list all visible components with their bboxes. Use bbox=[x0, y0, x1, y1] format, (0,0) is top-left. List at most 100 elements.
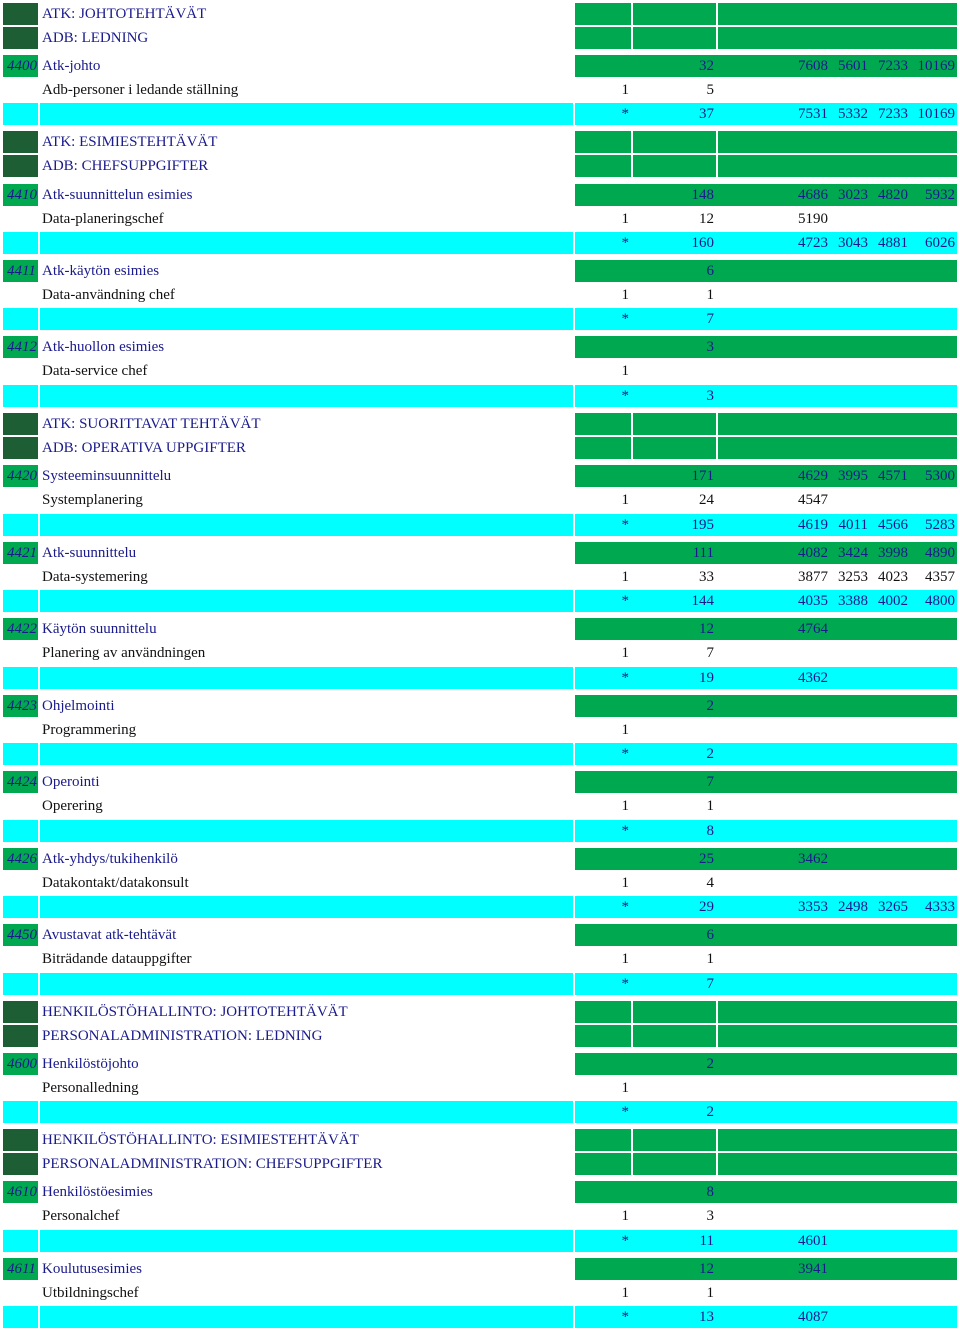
total-fill bbox=[3, 590, 38, 612]
occupation-code: 4611 bbox=[3, 1258, 38, 1280]
total-row: * 7 bbox=[0, 308, 960, 330]
total-fill bbox=[40, 743, 573, 765]
occupation-name: Avustavat atk-tehtävät bbox=[42, 927, 177, 943]
total-fill bbox=[40, 308, 573, 330]
header-marker bbox=[3, 437, 38, 459]
main-fill bbox=[575, 1053, 957, 1075]
total-asterisk: * bbox=[621, 746, 630, 762]
header-fill bbox=[575, 131, 631, 153]
swedish-title-row: Personalchef 1 3 bbox=[0, 1205, 960, 1227]
total-fill bbox=[575, 385, 957, 407]
occupation-name: Operointi bbox=[42, 774, 100, 790]
total-fill bbox=[575, 232, 957, 254]
value-v4: 24 bbox=[699, 492, 714, 508]
total-fill bbox=[575, 103, 957, 125]
section-title: HENKILÖSTÖHALLINTO: JOHTOTEHTÄVÄT bbox=[42, 1004, 348, 1020]
total-v8: 7233 bbox=[878, 106, 908, 122]
swedish-title: Personalchef bbox=[42, 1208, 120, 1224]
total-fill bbox=[3, 514, 38, 536]
total-asterisk: * bbox=[621, 235, 630, 251]
section-title: PERSONALADMINISTRATION: LEDNING bbox=[42, 1028, 323, 1044]
header-marker bbox=[3, 1025, 38, 1047]
section-title: ADB: CHEFSUPPGIFTER bbox=[42, 158, 209, 174]
header-marker bbox=[3, 1153, 38, 1175]
swedish-title-row: Biträdande datauppgifter 1 1 bbox=[0, 948, 960, 970]
total-fill bbox=[40, 820, 573, 842]
section-title: ADB: OPERATIVA UPPGIFTER bbox=[42, 440, 246, 456]
section-header-row: ADB: CHEFSUPPGIFTER bbox=[0, 155, 960, 177]
section-header-row: PERSONALADMINISTRATION: LEDNING bbox=[0, 1025, 960, 1047]
value-v4: 1 bbox=[706, 1285, 715, 1301]
header-marker bbox=[3, 131, 38, 153]
value-v4: 12 bbox=[699, 211, 714, 227]
total-asterisk: * bbox=[621, 593, 630, 609]
total-v6: 4362 bbox=[798, 670, 828, 686]
total-row: * 8 bbox=[0, 820, 960, 842]
value-v3: 1 bbox=[621, 492, 630, 508]
value-v7: 3023 bbox=[838, 187, 868, 203]
value-v3: 1 bbox=[621, 1285, 630, 1301]
main-fill bbox=[575, 542, 957, 564]
total-v7: 5332 bbox=[838, 106, 868, 122]
occupation-name: Atk-yhdys/tukihenkilö bbox=[42, 851, 178, 867]
occupation-row: 4411 Atk-käytön esimies 6 bbox=[0, 260, 960, 282]
total-fill bbox=[575, 1230, 957, 1252]
header-marker bbox=[3, 1001, 38, 1023]
total-v6: 4087 bbox=[798, 1309, 828, 1325]
total-fill bbox=[575, 590, 957, 612]
value-v9: 5300 bbox=[925, 468, 955, 484]
total-v9: 5283 bbox=[925, 517, 955, 533]
value-v4: 7 bbox=[706, 774, 715, 790]
total-v6: 3353 bbox=[798, 899, 828, 915]
value-v6: 4629 bbox=[798, 468, 828, 484]
occupation-code: 4426 bbox=[3, 848, 38, 870]
total-v6: 4601 bbox=[798, 1233, 828, 1249]
header-fill bbox=[633, 1129, 716, 1151]
total-v4: 160 bbox=[691, 235, 715, 251]
swedish-title-row: Systemplanering 1 24 4547 bbox=[0, 489, 960, 511]
value-v6: 4764 bbox=[798, 621, 828, 637]
total-fill bbox=[575, 1101, 957, 1123]
total-v4: 19 bbox=[699, 670, 714, 686]
swedish-title-row: Personalledning 1 bbox=[0, 1077, 960, 1099]
value-v4: 1 bbox=[706, 798, 715, 814]
value-v3: 1 bbox=[621, 798, 630, 814]
total-v4: 7 bbox=[706, 976, 715, 992]
value-v9: 10169 bbox=[917, 58, 956, 74]
total-v8: 3265 bbox=[878, 899, 908, 915]
total-fill bbox=[40, 514, 573, 536]
swedish-title: Utbildningschef bbox=[42, 1285, 139, 1301]
swedish-title-row: Data-användning chef 1 1 bbox=[0, 284, 960, 306]
occupation-code: 4421 bbox=[3, 542, 38, 564]
value-v9: 4890 bbox=[925, 545, 955, 561]
occupation-name: Atk-suunnittelu bbox=[42, 545, 137, 561]
occupation-code: 4450 bbox=[3, 924, 38, 946]
value-v4: 8 bbox=[706, 1184, 715, 1200]
value-v4: 4 bbox=[706, 875, 715, 891]
value-v3: 1 bbox=[621, 645, 630, 661]
total-asterisk: * bbox=[621, 517, 630, 533]
total-fill bbox=[575, 667, 957, 689]
total-fill bbox=[3, 385, 38, 407]
occupation-name: Atk-huollon esimies bbox=[42, 339, 165, 355]
occupation-row: 4400 Atk-johto 32 7608 5601 7233 10169 bbox=[0, 55, 960, 77]
total-v4: 2 bbox=[706, 1104, 715, 1120]
value-v6: 5190 bbox=[798, 211, 828, 227]
value-v9: 4357 bbox=[925, 569, 955, 585]
value-v7: 3253 bbox=[838, 569, 868, 585]
swedish-title: Programmering bbox=[42, 722, 137, 738]
swedish-title: Planering av användningen bbox=[42, 645, 206, 661]
header-fill bbox=[718, 1001, 957, 1023]
total-fill bbox=[3, 308, 38, 330]
header-fill bbox=[718, 413, 957, 435]
swedish-title: Data-systemering bbox=[42, 569, 148, 585]
header-fill bbox=[575, 155, 631, 177]
total-fill bbox=[40, 973, 573, 995]
occupation-row: 4426 Atk-yhdys/tukihenkilö 25 3462 bbox=[0, 848, 960, 870]
main-fill bbox=[575, 260, 957, 282]
total-fill bbox=[40, 590, 573, 612]
occupation-row: 4424 Operointi 7 bbox=[0, 771, 960, 793]
value-v4: 25 bbox=[699, 851, 714, 867]
swedish-title-row: Datakontakt/datakonsult 1 4 bbox=[0, 872, 960, 894]
total-fill bbox=[575, 743, 957, 765]
